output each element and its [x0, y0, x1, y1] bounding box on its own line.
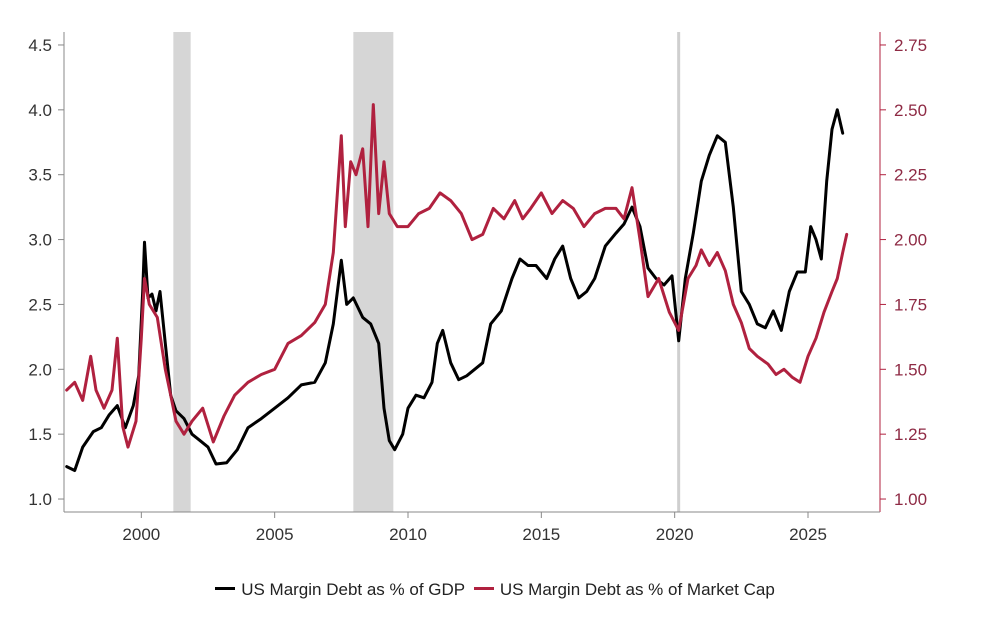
right-tick-label-1: 1.25 — [894, 425, 927, 444]
legend: US Margin Debt as % of GDP US Margin Deb… — [0, 580, 990, 600]
left-tick-label-1: 1.5 — [28, 425, 52, 444]
legend-swatch-market-cap — [473, 587, 494, 591]
left-tick-label-0: 1.0 — [28, 490, 52, 509]
x-tick-label-5: 2025 — [789, 525, 827, 544]
legend-label-market-cap: US Margin Debt as % of Market Cap — [499, 580, 775, 599]
legend-label-gdp: US Margin Debt as % of GDP — [241, 580, 466, 599]
series-line-0 — [65, 108, 845, 472]
x-tick-label-3: 2015 — [522, 525, 560, 544]
right-tick-label-3: 1.75 — [894, 295, 927, 314]
left-tick-label-3: 2.5 — [28, 295, 52, 314]
left-tick-label-2: 2.0 — [28, 360, 52, 379]
legend-item-gdp: US Margin Debt as % of GDP — [215, 580, 465, 600]
left-tick-label-4: 3.0 — [28, 231, 52, 250]
shaded-period-0 — [173, 32, 191, 512]
right-tick-label-5: 2.25 — [894, 166, 927, 185]
legend-swatch-gdp — [215, 587, 236, 591]
left-tick-label-5: 3.5 — [28, 166, 52, 185]
right-tick-label-7: 2.75 — [894, 36, 927, 55]
x-tick-label-1: 2005 — [256, 525, 294, 544]
legend-item-market-cap: US Margin Debt as % of Market Cap — [473, 580, 775, 600]
x-tick-label-0: 2000 — [122, 525, 160, 544]
series-line-1 — [65, 103, 849, 449]
left-tick-label-6: 4.0 — [28, 101, 52, 120]
right-tick-label-6: 2.50 — [894, 101, 927, 120]
x-tick-label-2: 2010 — [389, 525, 427, 544]
right-tick-label-0: 1.00 — [894, 490, 927, 509]
x-tick-label-4: 2020 — [656, 525, 694, 544]
right-tick-label-2: 1.50 — [894, 360, 927, 379]
left-tick-label-7: 4.5 — [28, 36, 52, 55]
right-tick-label-4: 2.00 — [894, 231, 927, 250]
